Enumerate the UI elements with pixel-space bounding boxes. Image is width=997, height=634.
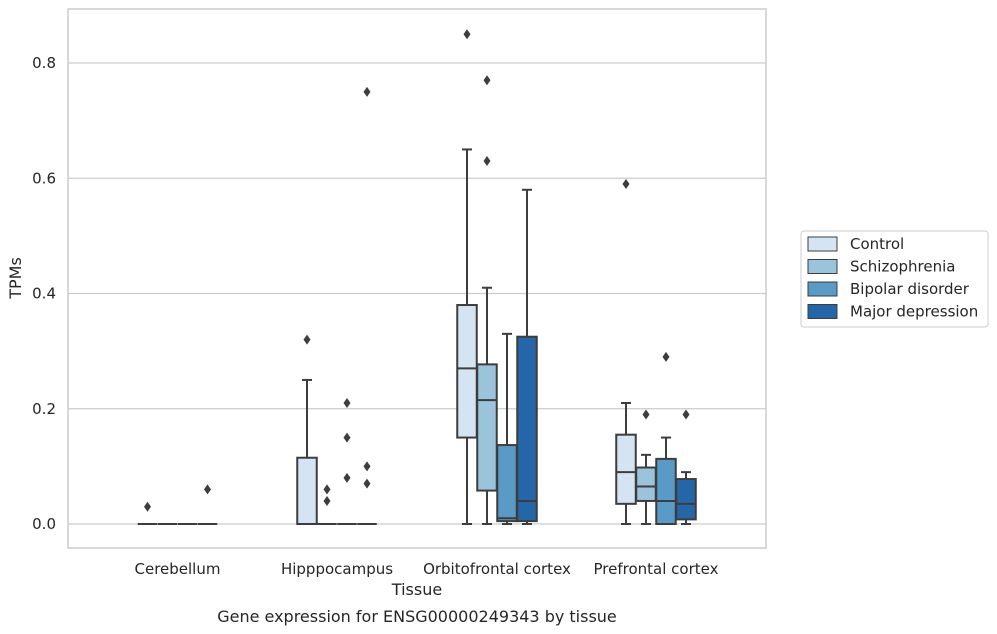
- legend-swatch: [807, 281, 838, 297]
- outlier-point: [483, 155, 491, 166]
- outlier-point: [144, 501, 151, 512]
- x-tick-label: Cerebellum: [135, 560, 221, 578]
- x-tick-label: Hipppocampus: [281, 560, 393, 578]
- box: [516, 335, 538, 523]
- box: [655, 457, 677, 526]
- legend-frame: [800, 230, 989, 328]
- x-axis-label: Tissue: [391, 580, 442, 599]
- outlier-point: [483, 75, 491, 86]
- legend-swatch: [807, 259, 838, 274]
- y-tick-label: 0.8: [32, 54, 56, 72]
- box: [635, 466, 657, 502]
- outlier-point: [343, 472, 351, 483]
- x-tick-labels: Cerebellum Hipppocampus Orbitofrontal cort…: [135, 560, 719, 578]
- legend-label: Control: [850, 235, 904, 253]
- legend: Control Schizophrenia Bipolar disorder Majo…: [800, 230, 989, 328]
- outlier-point: [363, 86, 371, 97]
- legend-swatch: [807, 236, 838, 252]
- box: [296, 456, 318, 526]
- x-tick-label: Orbitofrontal cortex: [423, 560, 571, 578]
- outlier-point: [323, 484, 331, 495]
- outlier-point: [363, 461, 371, 472]
- y-tick-labels: 0.0 0.2 0.4 0.6 0.8: [32, 54, 56, 533]
- box: [615, 433, 637, 505]
- legend-label: Major depression: [850, 303, 978, 321]
- outlier-point: [343, 397, 351, 408]
- plot-area: [68, 9, 766, 548]
- y-tick-label: 0.2: [32, 400, 56, 418]
- outlier-point: [204, 484, 211, 495]
- legend-swatch: [807, 304, 838, 319]
- y-tick-label: 0.0: [32, 515, 56, 533]
- box: [476, 363, 498, 492]
- y-tick-label: 0.6: [32, 169, 56, 187]
- box: [675, 478, 697, 521]
- legend-label: Schizophrenia: [850, 258, 955, 276]
- y-tick-label: 0.4: [32, 285, 56, 303]
- box: [496, 444, 518, 523]
- chart-caption: Gene expression for ENSG00000249343 by t…: [217, 607, 617, 626]
- x-tick-label: Prefrontal cortex: [594, 560, 719, 578]
- outlier-point: [463, 29, 471, 40]
- outlier-point: [622, 179, 630, 190]
- y-axis-label: TPMs: [6, 257, 25, 300]
- legend-label: Bipolar disorder: [850, 280, 970, 298]
- outlier-point: [642, 409, 650, 420]
- outlier-point: [303, 334, 311, 345]
- box-plots: [137, 29, 697, 526]
- outlier-point: [363, 478, 371, 489]
- outlier-point: [323, 495, 331, 506]
- plot-frame: [67, 8, 767, 549]
- outlier-point: [343, 432, 351, 443]
- outlier-point: [662, 351, 670, 362]
- box: [456, 304, 478, 439]
- outlier-point: [682, 409, 690, 420]
